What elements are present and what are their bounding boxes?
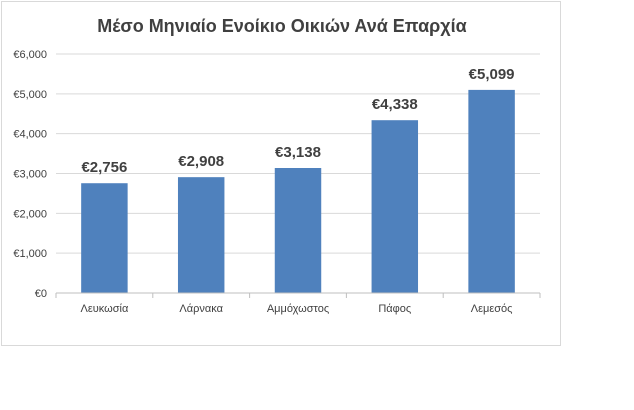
x-tick-label: Λευκωσία (80, 303, 128, 315)
data-label: €2,908 (178, 153, 224, 170)
data-label: €3,138 (275, 144, 321, 161)
bar (468, 89, 515, 293)
y-tick-label: €4,000 (13, 129, 47, 141)
y-tick-label: €6,000 (13, 49, 47, 61)
x-tick-label: Λάρνακα (179, 303, 223, 315)
y-tick-label: €0 (35, 288, 47, 300)
x-tick-label: Αμμόχωστος (267, 303, 329, 315)
bar (274, 168, 322, 293)
bar (177, 177, 225, 293)
data-labels: €2,756 €2,908 €3,138 €4,338 €5,099 (81, 66, 514, 176)
y-tick-label: €1,000 (13, 248, 47, 260)
x-axis (55, 292, 541, 298)
bar-chart: Μέσο Μηνιαίο Ενοίκιο Οικιών Ανά Επαρχία … (13, 16, 541, 315)
y-tick-label: €5,000 (13, 89, 47, 101)
bar (371, 120, 419, 293)
y-tick-label: €2,000 (13, 208, 47, 220)
data-label: €4,338 (372, 96, 418, 113)
x-tick-label: Λεμεσός (471, 303, 513, 315)
y-tick-label: €3,000 (13, 169, 47, 181)
data-label: €5,099 (469, 66, 515, 83)
x-tick-label: Πάφος (378, 303, 411, 315)
data-label: €2,756 (81, 159, 127, 176)
y-axis-ticks: €0 €1,000 €2,000 €3,000 €4,000 €5,000 €6,000 (13, 49, 47, 300)
x-axis-ticks: Λευκωσία Λάρνακα Αμμόχωστος Πάφος Λεμεσός (80, 303, 512, 315)
chart-frame: Μέσο Μηνιαίο Ενοίκιο Οικιών Ανά Επαρχία … (1, 1, 561, 346)
bar (81, 183, 128, 293)
chart-title: Μέσο Μηνιαίο Ενοίκιο Οικιών Ανά Επαρχία (97, 16, 466, 36)
bars (81, 89, 515, 293)
